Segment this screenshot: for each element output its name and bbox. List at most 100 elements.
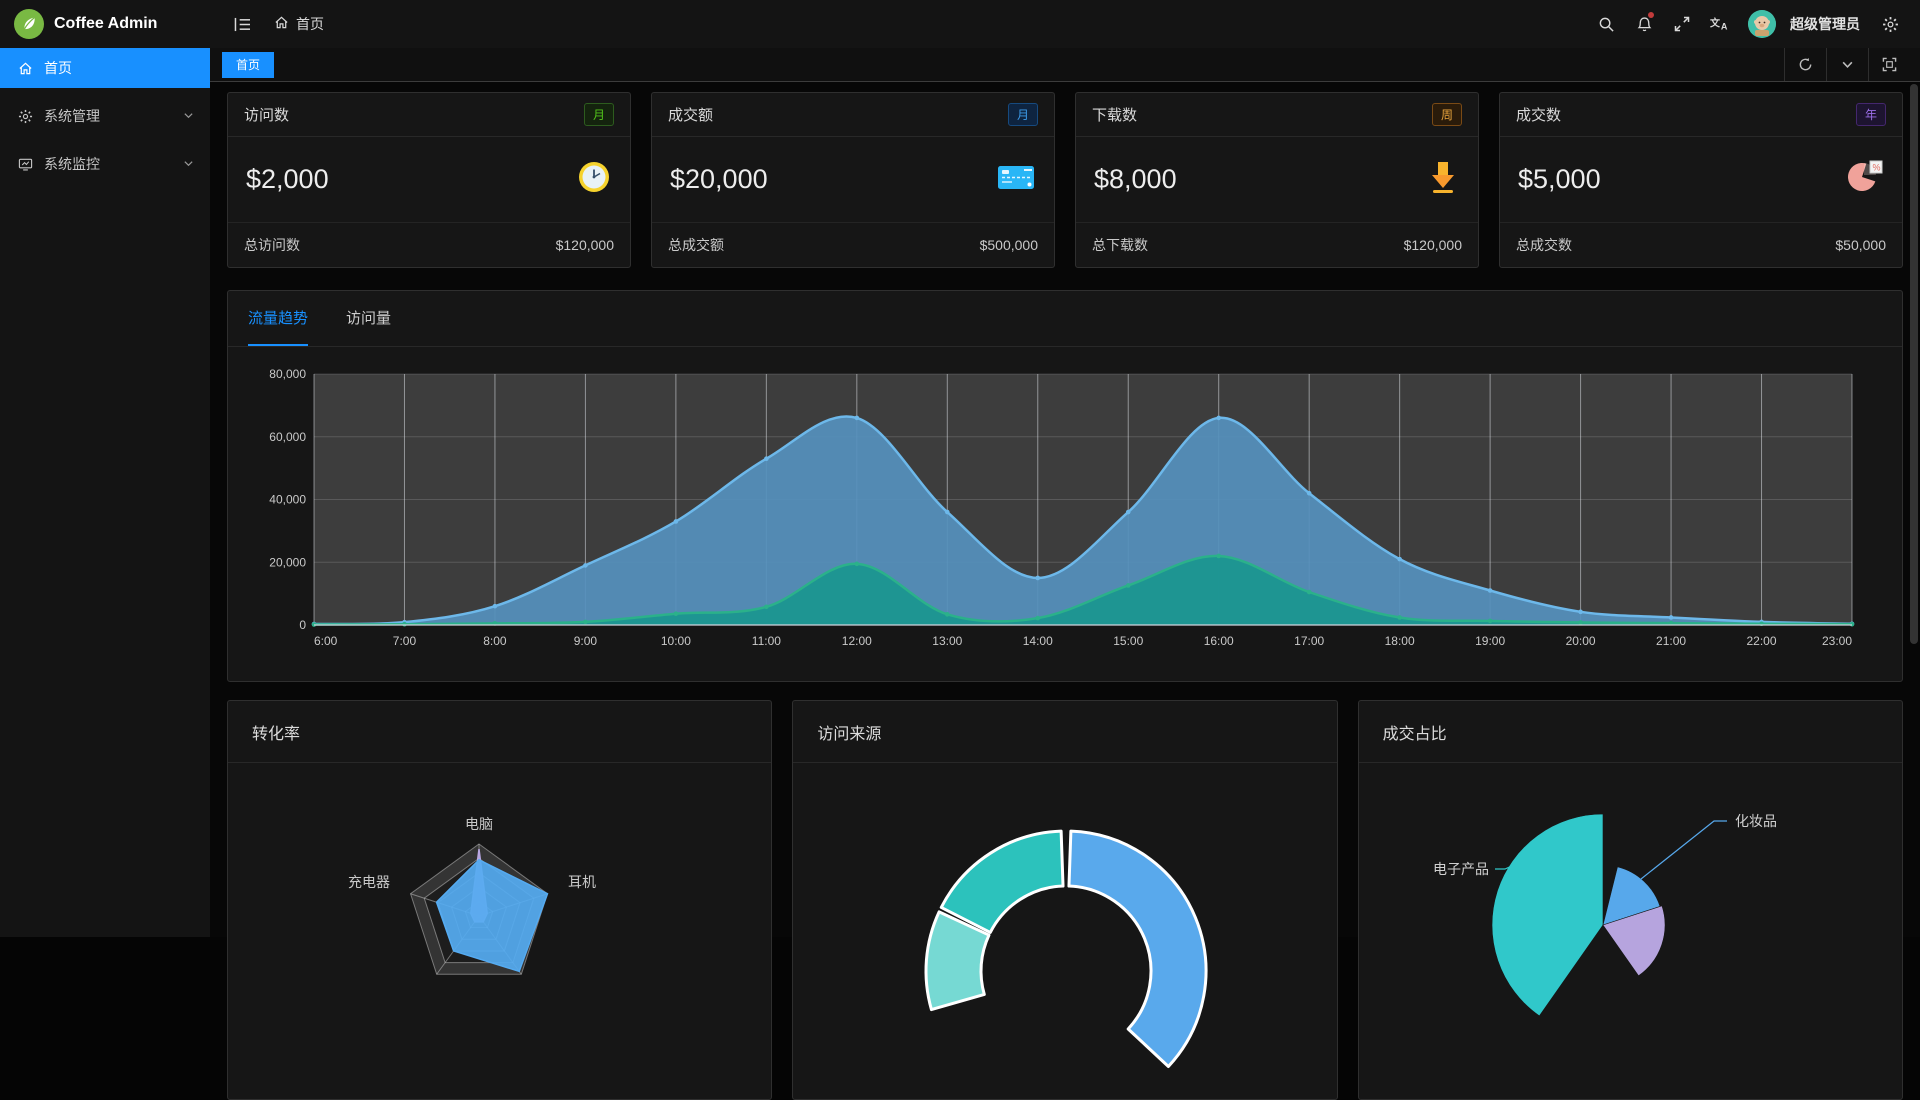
visit-source-card: 访问来源: [792, 700, 1337, 1100]
svg-text:6:00: 6:00: [314, 634, 338, 648]
conversion-rate-card: 转化率 电脑耳机 充电器: [227, 700, 772, 1100]
sidebar-menu: 首页 系统管理 系统监控: [0, 48, 210, 184]
stat-card-visits: 访问数 月 $2,000 总访问数 $120,000: [227, 92, 631, 268]
stat-value: $20,000: [670, 164, 768, 195]
pie-icon: %: [1846, 159, 1884, 200]
svg-text:19:00: 19:00: [1475, 634, 1505, 648]
bottom-row: 转化率 电脑耳机 充电器 访问来源 成交占比 化妆品电子产品: [227, 700, 1903, 1100]
stat-title: 访问数: [244, 104, 289, 125]
donut-chart: [793, 763, 1337, 1100]
sidebar-item-home[interactable]: 首页: [0, 48, 210, 88]
tab-visit-volume[interactable]: 访问量: [346, 291, 391, 346]
logo: Coffee Admin: [0, 0, 210, 48]
period-badge: 年: [1856, 103, 1886, 126]
chevron-down-icon: [183, 156, 194, 172]
svg-text:40,000: 40,000: [269, 493, 306, 507]
tab-label: 访问量: [346, 307, 391, 328]
menu-fold-icon[interactable]: [226, 8, 258, 40]
stat-title: 成交额: [668, 104, 713, 125]
stat-card-downloads: 下载数 周 $8,000 总下载数 $120,000: [1075, 92, 1479, 268]
tag-tab-bar: 首页: [210, 48, 1920, 82]
maximize-icon[interactable]: [1868, 48, 1910, 81]
stat-footer-label: 总下载数: [1092, 235, 1148, 255]
avatar[interactable]: [1748, 10, 1776, 38]
stat-title: 成交数: [1516, 104, 1561, 125]
svg-text:18:00: 18:00: [1385, 634, 1415, 648]
svg-text:21:00: 21:00: [1656, 634, 1686, 648]
fullscreen-icon[interactable]: [1666, 8, 1698, 40]
svg-text:20:00: 20:00: [1566, 634, 1596, 648]
username[interactable]: 超级管理员: [1790, 14, 1860, 34]
app-title: Coffee Admin: [54, 15, 157, 33]
svg-text:8:00: 8:00: [483, 634, 507, 648]
svg-text:充电器: 充电器: [348, 874, 390, 890]
svg-text:电子产品: 电子产品: [1433, 861, 1489, 877]
svg-text:7:00: 7:00: [393, 634, 417, 648]
search-icon[interactable]: [1590, 8, 1622, 40]
panel-title: 转化率: [252, 720, 300, 744]
svg-text:化妆品: 化妆品: [1735, 813, 1777, 829]
svg-text:16:00: 16:00: [1204, 634, 1234, 648]
svg-text:电脑: 电脑: [465, 816, 493, 832]
home-icon: [16, 59, 34, 77]
panel-title: 访问来源: [817, 720, 881, 744]
stat-value: $8,000: [1094, 164, 1177, 195]
svg-text:耳机: 耳机: [568, 874, 596, 890]
svg-text:14:00: 14:00: [1023, 634, 1053, 648]
stat-title: 下载数: [1092, 104, 1137, 125]
stat-footer-label: 总成交额: [668, 235, 724, 255]
home-icon: [274, 15, 289, 33]
breadcrumb[interactable]: 首页: [274, 14, 324, 34]
stat-card-deals: 成交数 年 $5,000 % 总成交数 $50,000: [1499, 92, 1903, 268]
stat-value: $2,000: [246, 164, 329, 195]
stat-footer-label: 总成交数: [1516, 235, 1572, 255]
tab-home[interactable]: 首页: [222, 52, 274, 78]
sidebar-item-system-admin[interactable]: 系统管理: [0, 96, 210, 136]
refresh-icon[interactable]: [1784, 48, 1826, 81]
notification-dot: [1648, 12, 1654, 18]
stat-footer-label: 总访问数: [244, 235, 300, 255]
credit-card-icon: [996, 162, 1036, 197]
svg-text:%: %: [1873, 163, 1881, 173]
chevron-down-icon: [183, 108, 194, 124]
sidebar-item-label: 系统管理: [44, 106, 173, 126]
deal-share-card: 成交占比 化妆品电子产品: [1358, 700, 1903, 1100]
sidebar-item-system-monitor[interactable]: 系统监控: [0, 144, 210, 184]
stats-row: 访问数 月 $2,000 总访问数 $120,000 成交额 月 $20,000: [227, 92, 1903, 268]
period-badge: 月: [584, 103, 614, 126]
tab-traffic-trend[interactable]: 流量趋势: [248, 291, 308, 346]
svg-text:23:00: 23:00: [1822, 634, 1852, 648]
svg-text:0: 0: [299, 618, 306, 632]
svg-text:13:00: 13:00: [932, 634, 962, 648]
clock-icon: [576, 159, 612, 200]
tab-home-label: 首页: [236, 56, 260, 73]
svg-text:11:00: 11:00: [752, 634, 781, 648]
panel-title: 成交占比: [1383, 720, 1447, 744]
tab-label: 流量趋势: [248, 307, 308, 328]
svg-text:9:00: 9:00: [574, 634, 598, 648]
stat-card-turnover: 成交额 月 $20,000 总成交额 $500,000: [651, 92, 1055, 268]
sidebar: Coffee Admin 首页 系统管理 系统监控: [0, 0, 210, 937]
period-badge: 月: [1008, 103, 1038, 126]
gear-icon[interactable]: [1874, 8, 1906, 40]
stat-value: $5,000: [1518, 164, 1601, 195]
bell-icon[interactable]: [1628, 8, 1660, 40]
period-badge: 周: [1432, 103, 1462, 126]
monitor-icon: [16, 155, 34, 173]
breadcrumb-label: 首页: [296, 14, 324, 34]
chevron-down-icon[interactable]: [1826, 48, 1868, 81]
trend-tabs: 流量趋势 访问量: [228, 291, 1902, 347]
leaf-icon: [14, 9, 44, 39]
svg-text:15:00: 15:00: [1113, 634, 1143, 648]
download-icon: [1426, 159, 1460, 200]
svg-text:12:00: 12:00: [842, 634, 872, 648]
svg-text:10:00: 10:00: [661, 634, 691, 648]
scrollbar[interactable]: [1910, 84, 1918, 644]
main-content: 访问数 月 $2,000 总访问数 $120,000 成交额 月 $20,000: [210, 82, 1920, 937]
